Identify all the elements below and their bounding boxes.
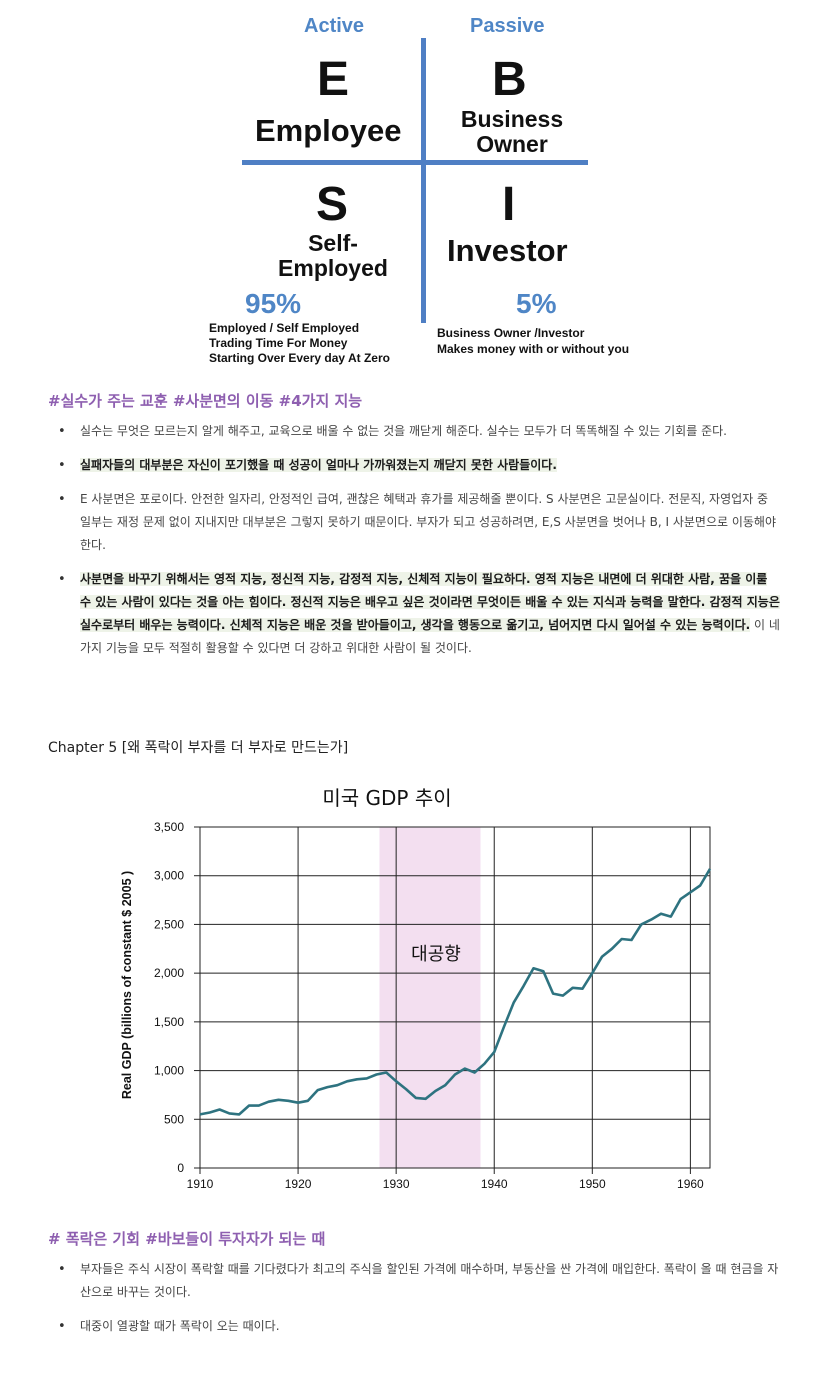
left-note: Starting Over Every day At Zero	[209, 351, 390, 365]
quadrant-s-word: Self- Employed	[268, 231, 398, 281]
chart-annotation-label: 대공향	[411, 944, 461, 965]
left-percent: 95%	[245, 288, 302, 319]
y-tick-label: 0	[177, 1161, 184, 1175]
active-label: Active	[304, 15, 365, 37]
section2-hashtags: # 폭락은 기회 #바보들이 투자자가 되는 때	[48, 1230, 326, 1248]
x-tick-label: 1940	[481, 1177, 508, 1191]
y-tick-label: 3,500	[154, 820, 184, 834]
x-tick-label: 1960	[677, 1177, 704, 1191]
quadrant-i-word: Investor	[447, 233, 568, 268]
x-tick-label: 1910	[187, 1177, 214, 1191]
quadrant-horizontal-divider	[242, 160, 588, 165]
right-note: Makes money with or without you	[437, 342, 630, 356]
bullet-text: 이 네 가지 기능을 모두 적절히 활용할 수 있다면 더 강하고 위대한 사람…	[80, 618, 780, 655]
quadrant-e-word: Employee	[255, 113, 402, 148]
y-tick-label: 1,000	[154, 1064, 184, 1078]
passive-label: Passive	[470, 15, 545, 37]
bullet-text: 부자들은 주식 시장이 폭락할 때를 기다렸다가 최고의 주식을 할인된 가격에…	[80, 1262, 779, 1299]
chapter-title: Chapter 5 [왜 폭락이 부자를 더 부자로 만드는가]	[48, 740, 349, 756]
list-item: 실패자들의 대부분은 자신이 포기했을 때 성공이 얼마나 가까워졌는지 깨닫지…	[50, 454, 780, 477]
bullet-text: E 사분면은 포로이다. 안전한 일자리, 안정적인 급여, 괜찮은 혜택과 휴…	[80, 492, 777, 552]
quadrant-e-letter: E	[317, 53, 350, 106]
right-percent: 5%	[516, 288, 557, 319]
y-tick-label: 2,000	[154, 966, 184, 980]
left-notes: Employed / Self Employed Trading Time Fo…	[209, 321, 390, 366]
y-tick-label: 2,500	[154, 917, 184, 931]
list-item: E 사분면은 포로이다. 안전한 일자리, 안정적인 급여, 괜찮은 혜택과 휴…	[50, 488, 780, 557]
x-tick-label: 1930	[383, 1177, 410, 1191]
list-item: 사분면을 바꾸기 위해서는 영적 지능, 정신적 지능, 감정적 지능, 신체적…	[50, 568, 780, 660]
chart-title: 미국 GDP 추이	[322, 786, 451, 810]
left-note: Trading Time For Money	[209, 336, 348, 350]
quadrant-s-line2: Employed	[278, 255, 388, 281]
section2-bullet-list: 부자들은 주식 시장이 폭락할 때를 기다렸다가 최고의 주식을 할인된 가격에…	[50, 1258, 780, 1349]
list-item: 실수는 무엇은 모르는지 알게 해주고, 교육으로 배울 수 없는 것을 깨닫게…	[50, 420, 780, 443]
right-notes: Business Owner /Investor Makes money wit…	[437, 325, 629, 357]
y-tick-label: 1,500	[154, 1015, 184, 1029]
x-tick-label: 1920	[285, 1177, 312, 1191]
quadrant-b-line2: Owner	[476, 131, 548, 157]
bullet-text: 실수는 무엇은 모르는지 알게 해주고, 교육으로 배울 수 없는 것을 깨닫게…	[80, 424, 727, 438]
list-item: 부자들은 주식 시장이 폭락할 때를 기다렸다가 최고의 주식을 할인된 가격에…	[50, 1258, 780, 1304]
quadrant-s-line1: Self-	[308, 230, 358, 256]
depression-band	[379, 827, 481, 1168]
plot-frame	[199, 826, 711, 1169]
section1-bullet-list: 실수는 무엇은 모르는지 알게 해주고, 교육으로 배울 수 없는 것을 깨닫게…	[50, 420, 780, 671]
quadrant-s-letter: S	[316, 178, 349, 231]
right-note: Business Owner /Investor	[437, 326, 585, 340]
bullet-text-highlighted: 실패자들의 대부분은 자신이 포기했을 때 성공이 얼마나 가까워졌는지 깨닫지…	[80, 458, 557, 472]
quadrant-vertical-divider	[421, 38, 426, 323]
gdp-line-chart: 0 500 1,000 1,500 2,000 2,500 3,000 3,500 1910 19…	[120, 786, 712, 1191]
section1-hashtags: #실수가 주는 교훈 #사분면의 이동 #4가지 지능	[48, 392, 363, 410]
x-tick-label: 1950	[579, 1177, 606, 1191]
left-note: Employed / Self Employed	[209, 321, 360, 335]
list-item: 대중이 열광할 때가 폭락이 오는 때이다.	[50, 1315, 780, 1338]
cashflow-quadrant: Active Passive E Employee B Business Own…	[0, 0, 827, 370]
quadrant-i-letter: I	[502, 178, 516, 231]
y-tick-label: 3,000	[154, 869, 184, 883]
y-tick-label: 500	[164, 1112, 184, 1126]
bullet-text-highlighted: 사분면을 바꾸기 위해서는 영적 지능, 정신적 지능, 감정적 지능, 신체적…	[80, 572, 780, 632]
gdp-series-line	[199, 868, 712, 1116]
quadrant-b-line1: Business	[460, 106, 564, 132]
chart-y-axis-label: Real GDP (billions of constant $ 2005 )	[120, 871, 134, 1099]
quadrant-b-word: Business Owner	[452, 107, 572, 157]
quadrant-b-letter: B	[492, 53, 527, 106]
bullet-text: 대중이 열광할 때가 폭락이 오는 때이다.	[80, 1319, 280, 1333]
